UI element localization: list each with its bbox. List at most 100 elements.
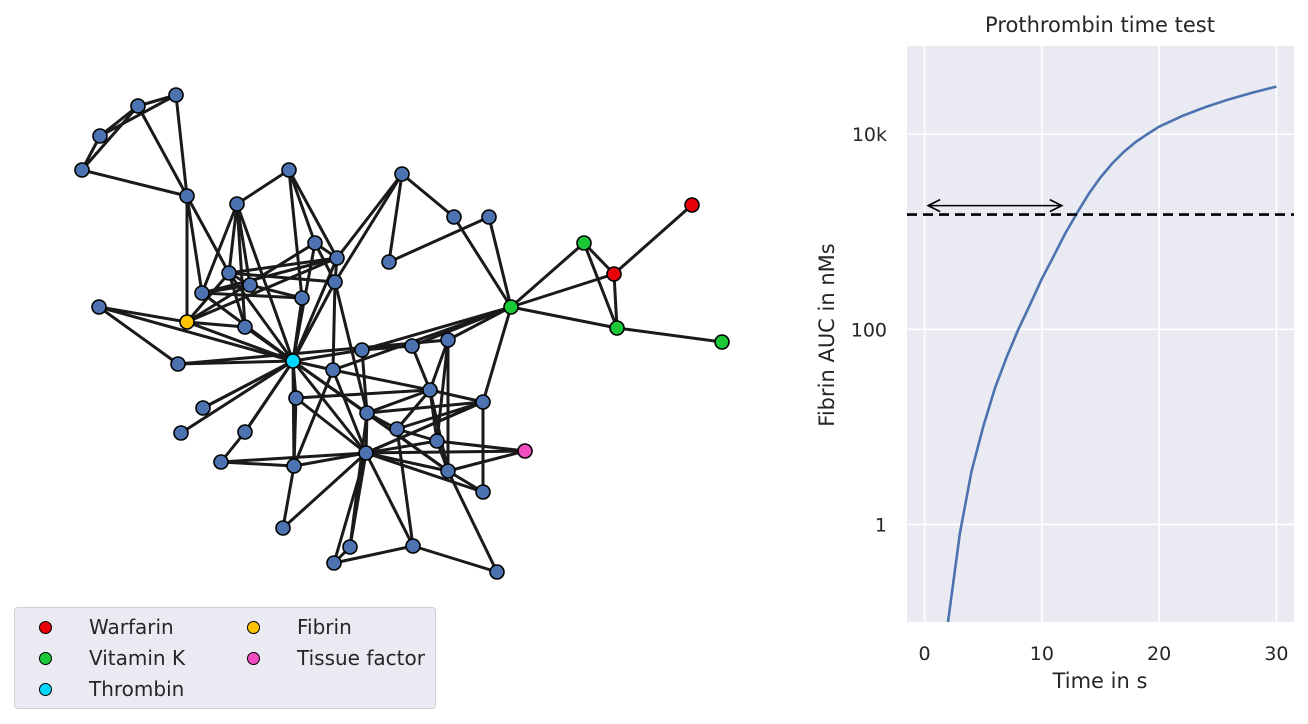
plot-area: [907, 46, 1294, 622]
network-edge: [281, 451, 368, 530]
y-tick-label: 10k: [852, 124, 887, 146]
network-edge: [366, 388, 431, 415]
network-node: [342, 539, 358, 555]
network-node: [307, 235, 323, 251]
annotations: [907, 198, 1294, 216]
network-edge: [387, 173, 404, 263]
network-edge: [510, 305, 618, 330]
network-node: [359, 405, 375, 421]
legend-label: Warfarin: [89, 615, 174, 639]
network-edge: [235, 203, 295, 362]
network-edge: [428, 389, 450, 472]
network-edge: [287, 169, 317, 244]
network-edge: [291, 257, 339, 362]
network-node: [429, 433, 445, 449]
network-node: [358, 445, 374, 461]
network-node: [281, 162, 297, 178]
network-node: [92, 128, 108, 144]
network-edge: [410, 345, 432, 391]
network-edge: [228, 256, 338, 275]
legend-marker-icon: [39, 683, 52, 696]
network-edge: [452, 216, 513, 308]
x-tick-label: 30: [1264, 643, 1288, 665]
network-node: [288, 390, 304, 406]
network-edge: [361, 344, 413, 352]
network-edge: [582, 242, 619, 329]
network-node-highlighted: [606, 266, 622, 282]
network-edge: [333, 544, 414, 565]
network-edges: [80, 93, 723, 574]
x-tick-label: 0: [919, 643, 931, 665]
network-node: [221, 265, 237, 281]
network-edge: [332, 305, 512, 372]
network-node-highlighted: [609, 320, 625, 336]
network-edge: [81, 168, 188, 198]
network-edge: [249, 283, 303, 300]
network-edge: [228, 271, 336, 284]
network-edge: [447, 449, 526, 473]
network-edge: [136, 105, 189, 197]
network-edge: [99, 93, 177, 138]
network-edge: [412, 544, 498, 574]
network-edge: [395, 428, 415, 547]
network-node: [440, 463, 456, 479]
network-edge: [366, 400, 484, 415]
network-edge: [186, 256, 338, 324]
network-edge: [243, 360, 295, 433]
network-node: [329, 250, 345, 266]
network-edge: [98, 305, 294, 363]
network-edge: [335, 173, 404, 259]
network-node: [237, 424, 253, 440]
network-edge: [292, 369, 335, 467]
x-axis-label: Time in s: [1052, 669, 1148, 693]
legend: Warfarin Vitamin K Thrombin Fibrin Tissue fa…: [14, 607, 436, 709]
network-node: [286, 458, 302, 474]
network-node: [173, 425, 189, 441]
legend-label: Thrombin: [89, 677, 185, 701]
network-node: [327, 274, 343, 290]
network-edge: [446, 470, 499, 573]
network-node: [179, 188, 195, 204]
network-node: [294, 290, 310, 306]
network-edge: [331, 369, 368, 454]
series-line: [946, 85, 1277, 623]
network-edge: [388, 215, 490, 264]
network-node: [404, 338, 420, 354]
network-edge: [291, 297, 304, 362]
network-edge: [295, 396, 367, 455]
network-node: [389, 421, 405, 437]
network-node: [475, 394, 491, 410]
network-node-highlighted: [714, 334, 730, 350]
network-node: [394, 166, 410, 182]
network-node: [446, 209, 462, 225]
network-edge: [80, 105, 140, 171]
legend-marker-icon: [39, 621, 52, 634]
network-node-highlighted: [503, 299, 519, 315]
network-edge: [401, 172, 455, 219]
legend-marker-icon: [247, 652, 260, 665]
network-edge: [487, 216, 513, 308]
legend-marker-icon: [39, 652, 52, 665]
network-edge: [613, 203, 693, 276]
network-edge: [295, 388, 431, 400]
network-edge: [186, 320, 246, 329]
network-edge: [291, 360, 368, 454]
chart-title: Prothrombin time test: [985, 13, 1215, 37]
series-group: [946, 85, 1277, 623]
network-node: [195, 400, 211, 416]
network-nodes: [74, 87, 730, 580]
y-axis-label: Fibrin AUC in nMs: [815, 243, 839, 426]
network-edge: [98, 305, 188, 324]
network-edge: [366, 411, 449, 473]
network-edge: [185, 195, 204, 294]
network-node: [168, 87, 184, 103]
network-node: [229, 196, 245, 212]
network-edge: [364, 452, 415, 547]
network-node-highlighted: [517, 443, 533, 459]
network-node: [326, 555, 342, 571]
network-node: [242, 277, 258, 293]
network-edge: [291, 281, 337, 362]
line-chart: 0 10 20 30 1 100 10k Prothrombin time test Ti…: [815, 13, 1294, 693]
network-node: [194, 285, 210, 301]
